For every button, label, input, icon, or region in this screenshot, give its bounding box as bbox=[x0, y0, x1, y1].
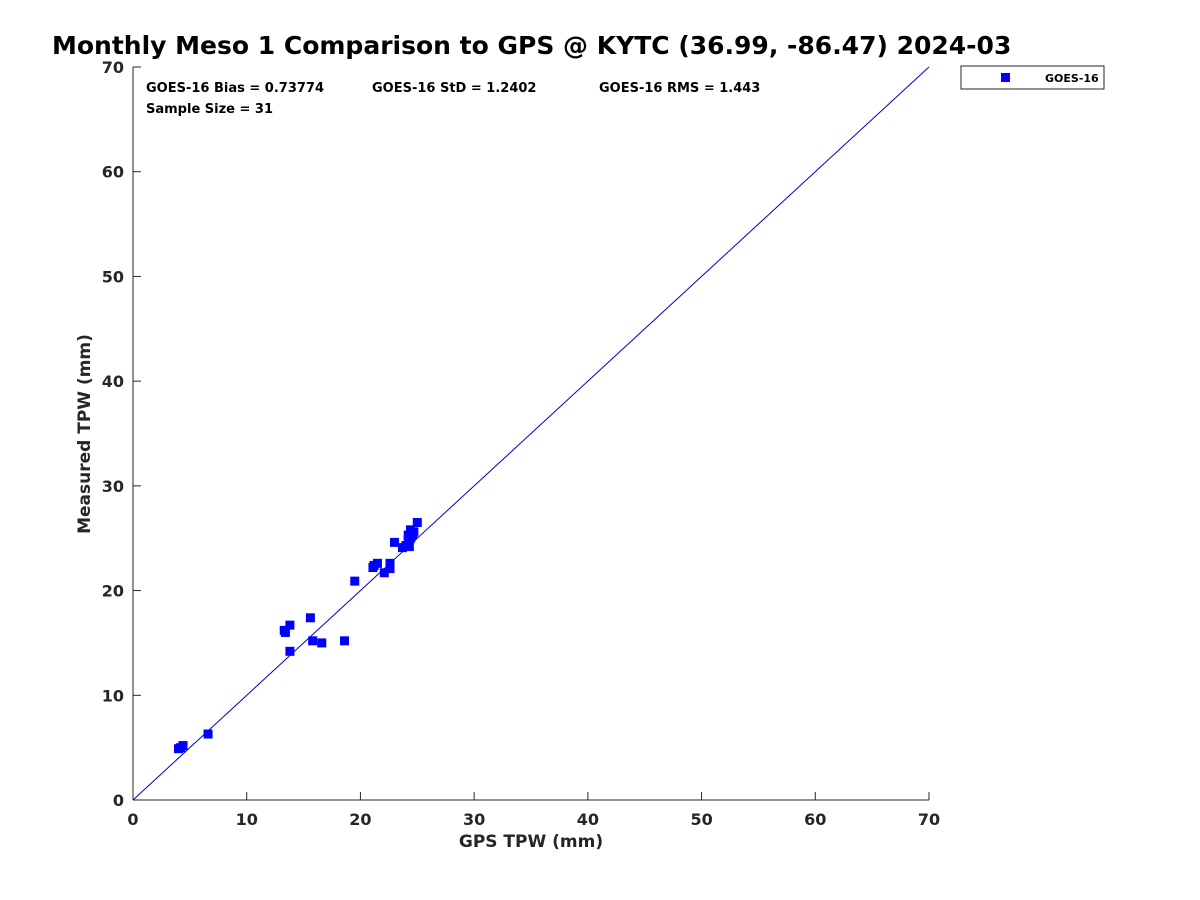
chart-title: Monthly Meso 1 Comparison to GPS @ KYTC … bbox=[52, 31, 1011, 60]
x-tick-label: 70 bbox=[918, 810, 940, 829]
data-point bbox=[404, 542, 414, 552]
y-tick-label: 60 bbox=[102, 163, 124, 182]
y-ticks: 0 10 20 30 40 50 60 70 bbox=[102, 58, 141, 810]
x-tick-label: 10 bbox=[236, 810, 258, 829]
one-to-one-reference-line bbox=[132, 66, 930, 801]
data-point bbox=[379, 568, 389, 578]
data-point bbox=[350, 576, 360, 586]
x-tick-label: 0 bbox=[127, 810, 138, 829]
x-ticks: 0 10 20 30 40 50 60 70 bbox=[127, 792, 940, 829]
data-point bbox=[305, 613, 315, 623]
legend: GOES-16 bbox=[960, 65, 1105, 90]
data-point bbox=[372, 558, 382, 568]
data-point bbox=[280, 627, 290, 637]
data-point bbox=[317, 638, 327, 648]
x-tick-label: 20 bbox=[349, 810, 371, 829]
x-axis-label: GPS TPW (mm) bbox=[459, 832, 603, 852]
y-tick-label: 50 bbox=[102, 267, 124, 286]
x-tick-label: 30 bbox=[463, 810, 485, 829]
y-tick-label: 70 bbox=[102, 58, 124, 77]
y-tick-label: 20 bbox=[102, 582, 124, 601]
sample-size-stat: Sample Size = 31 bbox=[146, 102, 273, 117]
y-tick-label: 10 bbox=[102, 686, 124, 705]
y-tick-label: 0 bbox=[113, 791, 124, 810]
data-point bbox=[385, 558, 395, 568]
data-point bbox=[203, 729, 213, 739]
y-tick-label: 30 bbox=[102, 477, 124, 496]
data-point bbox=[285, 646, 295, 656]
data-point bbox=[409, 527, 419, 537]
data-point bbox=[390, 537, 400, 547]
plot-area: 0 10 20 30 40 50 60 70 0 10 20 30 40 50 60 70 bbox=[102, 58, 940, 829]
data-point bbox=[178, 741, 188, 751]
data-points bbox=[173, 518, 422, 754]
data-point bbox=[308, 636, 318, 646]
data-point bbox=[412, 518, 422, 528]
legend-box bbox=[960, 65, 1105, 90]
x-tick-label: 40 bbox=[577, 810, 599, 829]
x-tick-label: 60 bbox=[804, 810, 826, 829]
std-stat: GOES-16 StD = 1.2402 bbox=[372, 81, 536, 96]
legend-label: GOES-16 bbox=[1045, 72, 1099, 85]
legend-marker-square bbox=[1001, 73, 1010, 82]
x-tick-label: 50 bbox=[690, 810, 712, 829]
data-point bbox=[340, 636, 350, 646]
data-point bbox=[285, 620, 295, 630]
rms-stat: GOES-16 RMS = 1.443 bbox=[599, 81, 760, 96]
bias-stat: GOES-16 Bias = 0.73774 bbox=[146, 81, 324, 96]
y-axis-label: Measured TPW (mm) bbox=[75, 334, 95, 534]
data-point bbox=[385, 564, 395, 574]
y-tick-label: 40 bbox=[102, 372, 124, 391]
